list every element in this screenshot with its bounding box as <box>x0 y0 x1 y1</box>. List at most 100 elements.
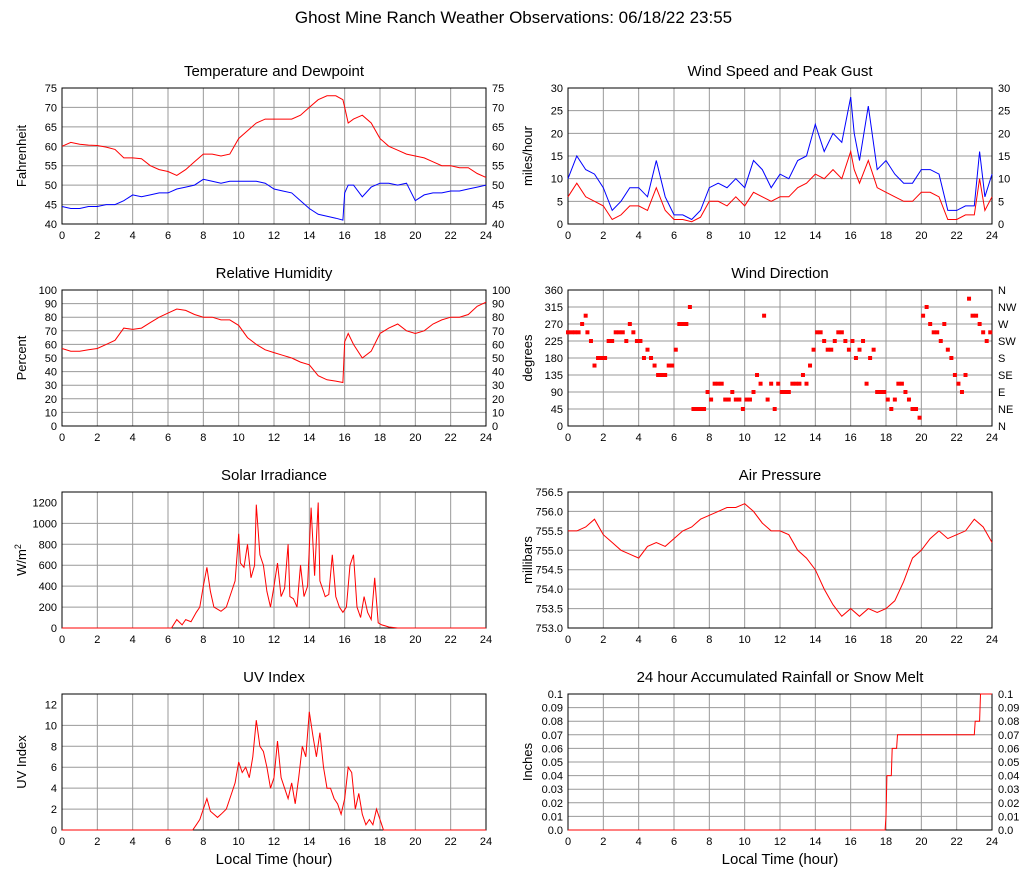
x-tick-label: 4 <box>130 836 136 848</box>
wind-direction-point <box>765 397 770 402</box>
x-axis-label: Local Time (hour) <box>216 851 333 868</box>
wind-direction-point <box>566 330 570 335</box>
y-right-tick-label: 90 <box>492 299 504 311</box>
wind-direction-point <box>808 363 813 368</box>
x-tick-label: 22 <box>951 432 963 444</box>
x-tick-label: 24 <box>986 230 998 242</box>
y-tick-label: 60 <box>45 339 57 351</box>
series-line-peak-gust <box>567 97 993 221</box>
y-right-tick-label: 0.03 <box>998 784 1019 796</box>
wind-direction-point <box>974 313 979 318</box>
wind-direction-point <box>712 381 717 386</box>
x-tick-label: 10 <box>233 836 245 848</box>
wind-direction-point <box>818 330 823 335</box>
x-tick-label: 24 <box>480 836 492 848</box>
x-tick-label: 20 <box>409 432 421 444</box>
x-tick-label: 2 <box>94 634 100 646</box>
wind-direction-point <box>599 356 604 360</box>
wind-direction-point <box>656 373 661 377</box>
plot-frame <box>567 289 993 427</box>
wind-direction-point <box>875 390 880 394</box>
wind-direction-point <box>677 322 682 326</box>
series-line-relative-humidity <box>61 301 487 384</box>
y-tick-label: 10 <box>45 720 57 732</box>
wind-direction-point <box>825 347 830 352</box>
wind-direction-point <box>670 363 675 368</box>
series-line-air-pressure <box>568 503 993 618</box>
y-right-tick-label: NE <box>998 404 1013 416</box>
x-tick-label: 12 <box>774 836 786 848</box>
y-axis-label: Inches <box>520 742 535 781</box>
y-tick-label: 15 <box>551 151 563 163</box>
x-tick-label: 16 <box>339 634 351 646</box>
wind-direction-point <box>673 347 678 352</box>
y-tick-label: 90 <box>45 299 57 311</box>
x-tick-label: 8 <box>706 432 712 444</box>
y-tick-label: 55 <box>45 161 57 173</box>
x-tick-label: 22 <box>951 634 963 646</box>
chart-title: Relative Humidity <box>216 265 333 282</box>
wind-direction-point <box>588 339 593 343</box>
wind-direction-point <box>758 381 763 386</box>
plot-frame <box>61 693 487 831</box>
y-right-tick-label: 10 <box>492 407 504 419</box>
y-right-tick-label: N <box>998 421 1006 433</box>
y-right-tick-label: 0.02 <box>998 798 1019 810</box>
x-tick-label: 0 <box>565 836 571 848</box>
wind-direction-point <box>733 397 738 402</box>
y-tick-label: 30 <box>45 380 57 392</box>
y-axis-label: miles/hour <box>520 125 535 186</box>
wind-direction-point <box>959 390 964 394</box>
x-tick-label: 8 <box>706 230 712 242</box>
wind-direction-point <box>684 322 689 326</box>
wind-direction-point <box>871 347 876 352</box>
y-tick-label: 0 <box>51 825 57 837</box>
y-right-tick-label: 20 <box>998 128 1010 140</box>
wind-direction-point <box>747 397 752 402</box>
wind-direction-point <box>942 322 947 326</box>
y-tick-label: 135 <box>545 370 563 382</box>
wind-direction-point <box>935 330 940 335</box>
x-tick-label: 10 <box>739 836 751 848</box>
y-tick-label: 0 <box>51 421 57 433</box>
plot-frame <box>61 289 487 427</box>
x-tick-label: 14 <box>809 836 821 848</box>
y-tick-label: 0.07 <box>542 730 563 742</box>
y-right-tick-label: 15 <box>998 151 1010 163</box>
y-tick-label: 1000 <box>33 518 57 530</box>
x-tick-label: 24 <box>986 836 998 848</box>
y-right-tick-label: 100 <box>492 285 510 297</box>
y-right-tick-label: 0.1 <box>998 689 1013 701</box>
y-right-tick-label: NW <box>998 302 1017 314</box>
x-tick-label: 24 <box>480 634 492 646</box>
y-tick-label: 2 <box>51 804 57 816</box>
x-tick-label: 12 <box>774 432 786 444</box>
x-tick-label: 4 <box>130 230 136 242</box>
wind-direction-point <box>649 356 654 360</box>
x-tick-label: 8 <box>706 634 712 646</box>
y-axis-label: Fahrenheit <box>14 125 29 188</box>
y-tick-label: 756.5 <box>535 487 563 499</box>
wind-direction-point <box>573 330 578 335</box>
wind-direction-point <box>638 339 643 343</box>
wind-direction-point <box>779 390 784 394</box>
x-tick-label: 22 <box>445 230 457 242</box>
x-tick-label: 2 <box>94 432 100 444</box>
x-tick-label: 10 <box>233 634 245 646</box>
x-tick-label: 20 <box>409 230 421 242</box>
y-tick-label: 0.05 <box>542 757 563 769</box>
series-line-accumulated-rainfall <box>568 693 992 831</box>
x-tick-label: 12 <box>774 230 786 242</box>
y-right-tick-label: 0.07 <box>998 730 1019 742</box>
y-tick-label: 0 <box>51 623 57 635</box>
wind-direction-point <box>822 339 827 343</box>
wind-direction-point <box>691 407 696 411</box>
wind-direction-point <box>800 373 805 377</box>
wind-direction-point <box>793 381 798 386</box>
y-tick-label: 400 <box>39 581 57 593</box>
wind-direction-point <box>815 330 820 335</box>
y-right-tick-label: 0.09 <box>998 703 1019 715</box>
wind-direction-point <box>861 339 866 343</box>
